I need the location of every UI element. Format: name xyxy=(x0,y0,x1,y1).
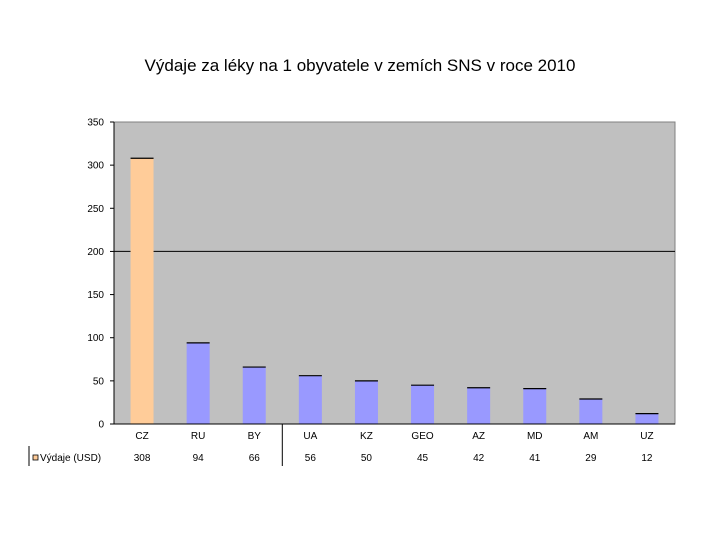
x-tick-label-md: MD xyxy=(527,431,543,442)
bar-geo xyxy=(411,385,435,424)
bar-am xyxy=(579,398,603,424)
legend-key xyxy=(32,454,39,461)
x-tick-label-geo: GEO xyxy=(411,431,433,442)
x-tick-label-ua: UA xyxy=(303,431,317,442)
data-label-am: 29 xyxy=(585,453,597,464)
data-label-uz: 12 xyxy=(641,453,653,464)
x-tick-label-uz: UZ xyxy=(640,431,653,442)
x-tick-label-by: BY xyxy=(248,431,262,442)
y-tick-label: 250 xyxy=(87,204,104,215)
data-label-ru: 94 xyxy=(193,453,205,464)
data-label-ua: 56 xyxy=(305,453,317,464)
y-tick-label: 150 xyxy=(87,290,104,301)
bar-ru xyxy=(186,342,210,424)
bar-cz xyxy=(130,158,154,425)
data-label-kz: 50 xyxy=(361,453,373,464)
data-label-md: 41 xyxy=(529,453,541,464)
y-tick-label: 300 xyxy=(87,161,104,172)
x-tick-label-az: AZ xyxy=(472,431,485,442)
bar-uz xyxy=(635,413,659,424)
bar-kz xyxy=(354,380,378,424)
bar-az xyxy=(467,387,491,424)
data-label-geo: 45 xyxy=(417,453,429,464)
data-label-az: 42 xyxy=(473,453,485,464)
y-tick-label: 350 xyxy=(87,118,104,129)
legend-label: Výdaje (USD) xyxy=(40,453,101,464)
data-label-by: 66 xyxy=(249,453,261,464)
bar-md xyxy=(523,388,547,424)
y-tick-label: 100 xyxy=(87,333,104,344)
x-tick-label-cz: CZ xyxy=(135,431,148,442)
x-tick-label-am: AM xyxy=(583,431,598,442)
y-tick-label: 0 xyxy=(98,420,104,431)
chart-title: Výdaje za léky na 1 obyvatele v zemích S… xyxy=(144,56,576,75)
x-tick-label-kz: KZ xyxy=(360,431,373,442)
x-tick-label-ru: RU xyxy=(191,431,205,442)
data-label-cz: 308 xyxy=(134,453,151,464)
bar-ua xyxy=(298,375,322,424)
y-tick-label: 200 xyxy=(87,247,104,258)
bar-by xyxy=(242,367,266,424)
y-tick-label: 50 xyxy=(93,376,105,387)
